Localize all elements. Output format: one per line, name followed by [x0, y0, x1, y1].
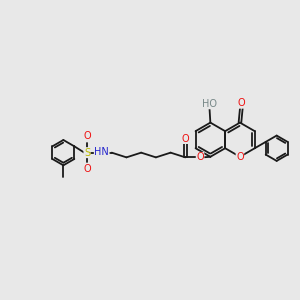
Text: O: O	[196, 152, 204, 162]
Text: O: O	[83, 131, 91, 142]
Text: O: O	[83, 164, 91, 174]
Text: O: O	[238, 98, 245, 108]
Text: HN: HN	[94, 147, 109, 157]
Text: O: O	[182, 134, 189, 143]
Text: O: O	[236, 152, 244, 162]
Text: S: S	[84, 148, 90, 158]
Text: HO: HO	[202, 99, 217, 109]
